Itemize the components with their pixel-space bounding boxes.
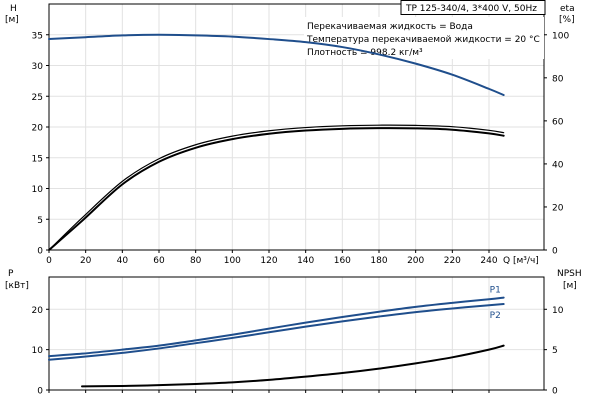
upper-right-tick-label: 100 xyxy=(552,31,569,41)
head-axis-ticks: 0 5 10 15 20 25 30 35 xyxy=(32,31,49,257)
flow-tick-label: 240 xyxy=(480,256,497,266)
lower-left-tick-label: 0 xyxy=(37,387,43,397)
power-axis-label: P xyxy=(8,269,14,279)
upper-series xyxy=(48,33,505,251)
upper-right-tick-label: 40 xyxy=(552,160,564,170)
upper-left-tick-label: 35 xyxy=(32,31,43,41)
npsh-axis-label: NPSH xyxy=(557,269,582,279)
head-axis-unit: [м] xyxy=(5,15,19,25)
flow-axis-label: Q xyxy=(503,256,510,266)
upper-right-tick-label: 60 xyxy=(552,117,564,127)
upper-series-line-0 xyxy=(48,33,505,97)
power-axis-unit: [кВт] xyxy=(5,281,29,291)
lower-right-tick-label: 5 xyxy=(552,346,558,356)
flow-tick-label: 200 xyxy=(407,256,424,266)
flow-tick-label: 80 xyxy=(190,256,202,266)
info-line-fluid: Перекачиваемая жидкость = Вода xyxy=(307,22,473,32)
info-text-background xyxy=(304,17,544,59)
flow-tick-label: 140 xyxy=(297,256,314,266)
flow-tick-label: 40 xyxy=(117,256,129,266)
upper-series-line-1 xyxy=(48,127,505,251)
eta-axis-unit: [%] xyxy=(559,15,575,25)
series-label-p1: P1 xyxy=(490,286,501,296)
lower-grid xyxy=(48,277,544,393)
upper-left-tick-label: 5 xyxy=(37,216,43,226)
info-line-temperature: Температура перекачиваемой жидкости = 20… xyxy=(306,35,540,45)
upper-left-tick-label: 20 xyxy=(32,124,44,134)
info-line-density: Плотность = 998.2 кг/м³ xyxy=(307,48,423,58)
npsh-axis-unit: [м] xyxy=(563,281,577,291)
flow-tick-label: 220 xyxy=(444,256,461,266)
upper-left-tick-label: 10 xyxy=(32,185,44,195)
upper-right-tick-label: 0 xyxy=(552,247,558,257)
eta-axis-ticks: 0 20 40 60 80 100 xyxy=(544,31,569,257)
upper-right-tick-label: 80 xyxy=(552,74,564,84)
flow-tick-label: 180 xyxy=(370,256,387,266)
upper-chart-panel: TP 125-340/4, 3*400 V, 50Hz Перекачиваем… xyxy=(5,0,575,266)
lower-series-line-1 xyxy=(48,303,505,361)
flow-axis-unit: [м³/ч] xyxy=(513,256,539,266)
upper-left-tick-label: 30 xyxy=(32,62,44,72)
npsh-axis-ticks: 0 5 10 xyxy=(544,306,564,397)
flow-tick-label: 120 xyxy=(260,256,277,266)
flow-tick-label: 100 xyxy=(224,256,241,266)
series-label-p2: P2 xyxy=(490,311,501,321)
flow-tick-label: 0 xyxy=(46,256,52,266)
upper-right-tick-label: 20 xyxy=(552,203,564,213)
lower-left-tick-label: 10 xyxy=(32,346,44,356)
head-axis-label: H xyxy=(10,4,17,14)
lower-right-tick-label: 0 xyxy=(552,387,558,397)
flow-tick-label: 20 xyxy=(80,256,92,266)
upper-left-tick-label: 15 xyxy=(32,154,43,164)
lower-series: P1 P2 xyxy=(48,286,505,388)
upper-series-line-2 xyxy=(48,124,505,251)
eta-axis-label: eta xyxy=(560,4,575,14)
lower-right-tick-label: 10 xyxy=(552,306,564,316)
pump-title-box xyxy=(400,0,546,15)
power-axis-ticks: 0 10 20 xyxy=(32,306,49,397)
flow-tick-label: 160 xyxy=(334,256,351,266)
pump-title: TP 125-340/4, 3*400 V, 50Hz xyxy=(405,4,537,14)
upper-left-tick-label: 25 xyxy=(32,93,43,103)
upper-left-tick-label: 0 xyxy=(37,247,43,257)
lower-left-tick-label: 20 xyxy=(32,306,44,316)
flow-tick-label: 60 xyxy=(153,256,165,266)
lower-plot-frame xyxy=(48,276,545,391)
flow-axis-ticks: 0 20 40 60 80 100 120 140 160 180 200 220 240 xyxy=(46,256,498,266)
lower-series-line-0 xyxy=(48,296,505,358)
lower-series-line-2 xyxy=(81,344,505,388)
lower-chart-panel: P [кВт] NPSH [м] 0 10 20 0 5 10 P1 P2 xyxy=(5,269,582,397)
